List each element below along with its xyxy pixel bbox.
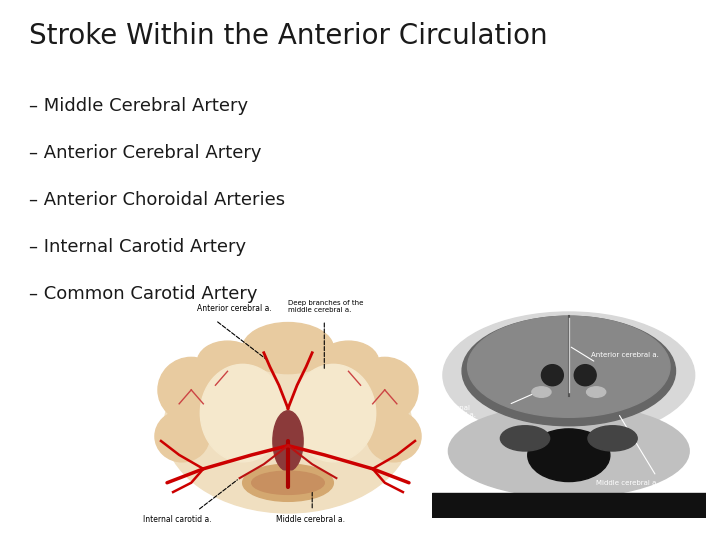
Ellipse shape: [243, 464, 333, 501]
Ellipse shape: [351, 357, 418, 422]
Ellipse shape: [449, 404, 689, 497]
Ellipse shape: [158, 357, 225, 422]
Ellipse shape: [197, 341, 258, 383]
Ellipse shape: [273, 411, 303, 471]
Ellipse shape: [467, 316, 670, 417]
Ellipse shape: [532, 387, 551, 397]
Text: Anterior cerebral a.: Anterior cerebral a.: [197, 304, 272, 313]
Text: Middle cerebral a.: Middle cerebral a.: [276, 515, 345, 524]
Text: Anterior cerebral a.: Anterior cerebral a.: [590, 352, 659, 359]
Ellipse shape: [443, 312, 695, 438]
Ellipse shape: [541, 364, 563, 386]
Text: – Anterior Cerebral Artery: – Anterior Cerebral Artery: [29, 144, 261, 162]
Ellipse shape: [588, 426, 637, 451]
Ellipse shape: [500, 426, 549, 451]
Ellipse shape: [155, 411, 210, 462]
Ellipse shape: [587, 387, 606, 397]
Ellipse shape: [243, 322, 333, 374]
Text: Deep branches of the
middle cerebral a.: Deep branches of the middle cerebral a.: [288, 300, 364, 313]
Ellipse shape: [528, 429, 610, 482]
Bar: [432, 493, 706, 518]
Ellipse shape: [575, 364, 596, 386]
Text: – Anterior Choroidal Arteries: – Anterior Choroidal Arteries: [29, 191, 285, 209]
Ellipse shape: [318, 341, 379, 383]
Text: Internal carotid a.: Internal carotid a.: [143, 515, 212, 524]
Ellipse shape: [291, 364, 376, 462]
Text: – Common Carotid Artery: – Common Carotid Artery: [29, 285, 257, 303]
Text: Middle cerebral a.: Middle cerebral a.: [596, 481, 659, 487]
Ellipse shape: [462, 316, 675, 426]
Ellipse shape: [252, 471, 324, 495]
Ellipse shape: [366, 411, 421, 462]
Text: – Internal Carotid Artery: – Internal Carotid Artery: [29, 238, 246, 256]
Text: – Middle Cerebral Artery: – Middle Cerebral Artery: [29, 97, 248, 115]
Ellipse shape: [164, 341, 412, 513]
Text: Internal
carotid a.: Internal carotid a.: [443, 404, 476, 417]
Ellipse shape: [200, 364, 285, 462]
Text: Stroke Within the Anterior Circulation: Stroke Within the Anterior Circulation: [29, 22, 547, 50]
